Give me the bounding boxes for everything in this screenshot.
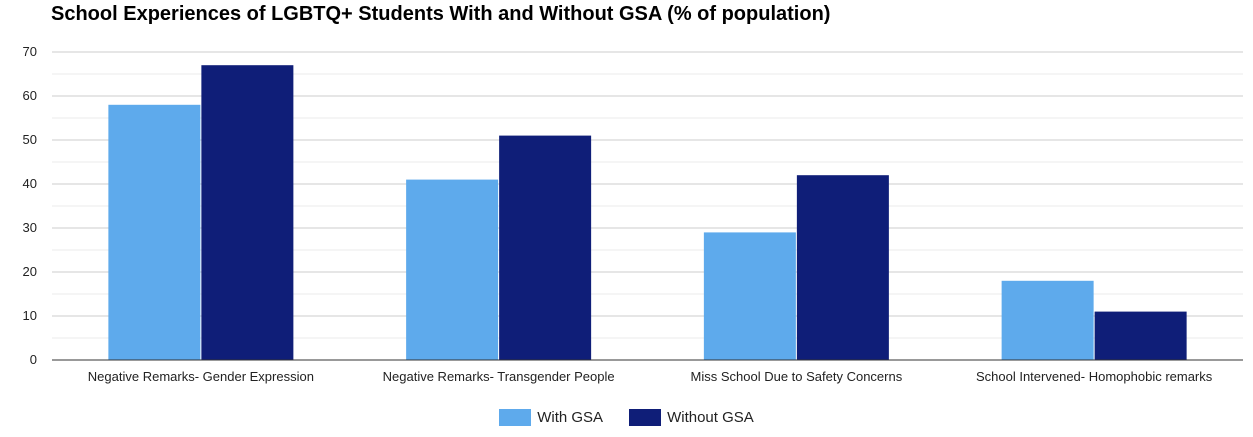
bar-with-gsa bbox=[108, 104, 201, 360]
y-tick-label: 40 bbox=[23, 176, 37, 191]
y-tick-label: 50 bbox=[23, 132, 37, 147]
legend-label-with-gsa: With GSA bbox=[537, 409, 604, 426]
y-tick-label: 30 bbox=[23, 220, 37, 235]
bar-without-gsa bbox=[201, 65, 294, 360]
bar-with-gsa bbox=[1001, 280, 1094, 360]
y-tick-label: 20 bbox=[23, 264, 37, 279]
legend: With GSA Without GSA bbox=[0, 409, 1253, 426]
axes: 0 10 20 30 40 50 60 70 Negative Remarks- Gender … bbox=[23, 44, 1243, 384]
legend-item-with-gsa: With GSA bbox=[499, 409, 603, 426]
bar-without-gsa bbox=[796, 175, 889, 360]
x-category-label: School Intervened- Homophobic remarks bbox=[976, 369, 1213, 384]
x-category-label: Negative Remarks- Transgender People bbox=[383, 369, 615, 384]
bar-with-gsa bbox=[406, 179, 499, 360]
y-tick-label: 70 bbox=[23, 44, 37, 59]
x-category-label: Negative Remarks- Gender Expression bbox=[88, 369, 314, 384]
bars bbox=[108, 65, 1187, 360]
legend-swatch-without-gsa bbox=[629, 409, 662, 426]
chart-title: School Experiences of LGBTQ+ Students Wi… bbox=[51, 3, 831, 25]
bar-with-gsa bbox=[703, 232, 796, 360]
y-tick-label: 60 bbox=[23, 88, 37, 103]
x-category-label: Miss School Due to Safety Concerns bbox=[691, 369, 903, 384]
y-tick-label: 10 bbox=[23, 308, 37, 323]
legend-item-without-gsa: Without GSA bbox=[629, 409, 754, 426]
bar-without-gsa bbox=[499, 135, 592, 360]
legend-label-without-gsa: Without GSA bbox=[667, 409, 754, 426]
bar-without-gsa bbox=[1094, 311, 1187, 360]
legend-swatch-with-gsa bbox=[499, 409, 532, 426]
y-tick-label: 0 bbox=[30, 352, 37, 367]
